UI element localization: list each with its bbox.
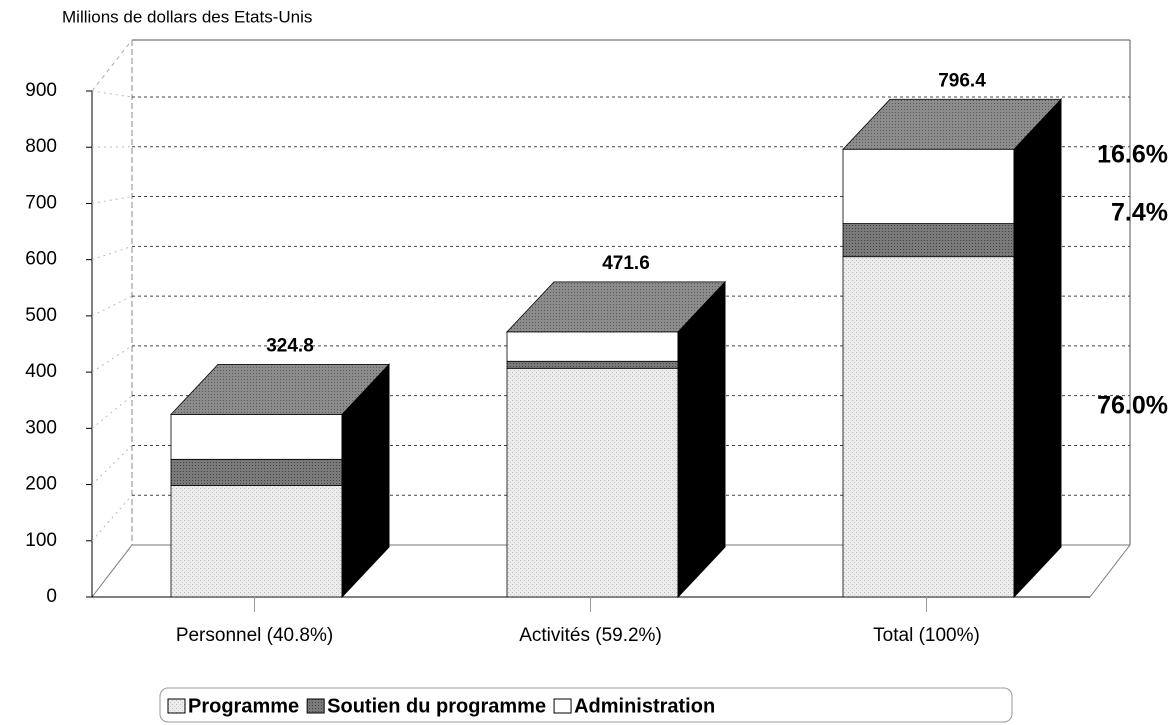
bar-segment bbox=[842, 223, 1015, 258]
annotation: 16.6% bbox=[1097, 141, 1168, 169]
y-tick-label: 500 bbox=[25, 305, 57, 326]
grid-line bbox=[91, 345, 133, 373]
bar-segment bbox=[842, 256, 1015, 598]
legend-swatch bbox=[167, 698, 186, 714]
total-label: 471.6 bbox=[602, 253, 650, 274]
floor-edge bbox=[1089, 544, 1131, 598]
bar-top bbox=[842, 98, 1062, 150]
annotation: 76.0% bbox=[1097, 392, 1168, 420]
bar-side bbox=[1013, 205, 1062, 599]
bar-segment bbox=[506, 367, 679, 598]
floor-edge bbox=[91, 544, 133, 598]
y-tick-label: 400 bbox=[25, 361, 57, 382]
x-tick-label: Total (100%) bbox=[873, 625, 980, 646]
grid-line bbox=[91, 196, 133, 204]
grid-line bbox=[91, 245, 133, 261]
legend-box bbox=[159, 687, 1013, 723]
y-tick-label: 100 bbox=[25, 530, 57, 551]
x-tick-label: Personnel (40.8%) bbox=[176, 625, 333, 646]
wall-edge bbox=[91, 39, 133, 92]
grid-line bbox=[91, 90, 133, 98]
grid-line bbox=[91, 494, 133, 542]
grid-line bbox=[91, 295, 133, 317]
total-label: 324.8 bbox=[266, 335, 314, 356]
y-tick-label: 800 bbox=[25, 136, 57, 157]
bar-segment bbox=[842, 148, 1015, 224]
legend-swatch bbox=[553, 698, 572, 714]
annotation: 7.4% bbox=[1111, 199, 1168, 227]
bar-segment bbox=[170, 413, 343, 460]
y-tick-label: 900 bbox=[25, 80, 57, 101]
bar-top bbox=[506, 281, 726, 333]
legend-label: Administration bbox=[574, 695, 715, 717]
legend-swatch bbox=[306, 698, 325, 714]
bar-segment bbox=[170, 484, 343, 598]
bars: 324.8 Personnel (40.8%) 471.6 Activités (59… bbox=[170, 70, 1168, 646]
y-tick-label: 300 bbox=[25, 417, 57, 438]
bar-segment bbox=[170, 458, 343, 486]
y-tick-label: 700 bbox=[25, 192, 57, 213]
legend-label: Soutien du programme bbox=[327, 695, 546, 717]
y-tick-label: 600 bbox=[25, 249, 57, 270]
y-tick-label: 200 bbox=[25, 474, 57, 495]
bar-top bbox=[170, 363, 390, 415]
legend-label: Programme bbox=[188, 695, 299, 717]
bar-segment bbox=[506, 360, 679, 369]
y-tick-label: 0 bbox=[46, 586, 57, 607]
axis-title: Millions de dollars des Etats-Unis bbox=[62, 7, 312, 26]
total-label: 796.4 bbox=[938, 70, 986, 91]
grid-line bbox=[91, 445, 133, 485]
x-tick-label: Activités (59.2%) bbox=[519, 625, 662, 646]
legend: Programme Soutien du programme Administrat… bbox=[167, 695, 715, 717]
bar-segment bbox=[506, 331, 679, 362]
grid-line bbox=[91, 395, 133, 429]
